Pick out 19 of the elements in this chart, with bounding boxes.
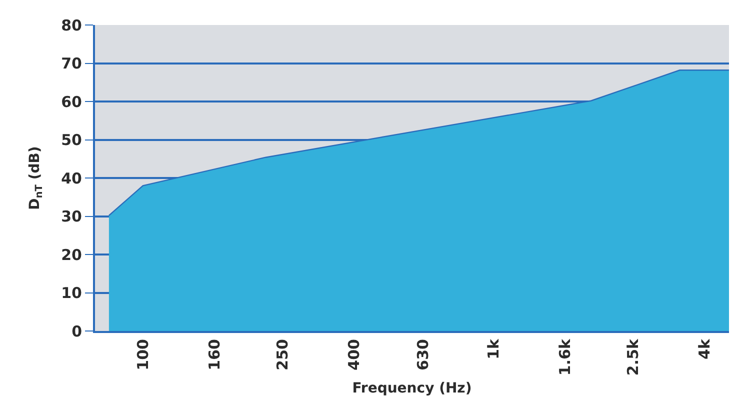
x-tick-label: 630 <box>414 339 432 370</box>
x-axis-title: Frequency (Hz) <box>352 380 472 396</box>
x-tick-label: 1k <box>484 338 502 360</box>
x-tick-label: 1.6k <box>556 338 574 376</box>
x-tick-label: 4k <box>695 338 714 360</box>
y-tick-label: 10 <box>61 284 82 302</box>
y-tick-label: 30 <box>61 208 82 226</box>
x-tick-label: 400 <box>344 339 363 370</box>
y-tick-label: 50 <box>61 131 82 149</box>
y-tick-label: 70 <box>61 54 82 72</box>
y-tick-label: 20 <box>61 246 82 264</box>
x-tick-label: 100 <box>134 339 152 370</box>
y-tick-label: 40 <box>61 169 82 188</box>
x-tick-label: 250 <box>273 339 292 370</box>
y-tick-label: 60 <box>61 92 82 111</box>
x-tick-label: 160 <box>205 339 224 370</box>
x-tick-label: 2.5k <box>624 338 642 376</box>
y-tick-label: 80 <box>61 16 82 34</box>
y-tick-label: 0 <box>72 322 82 340</box>
